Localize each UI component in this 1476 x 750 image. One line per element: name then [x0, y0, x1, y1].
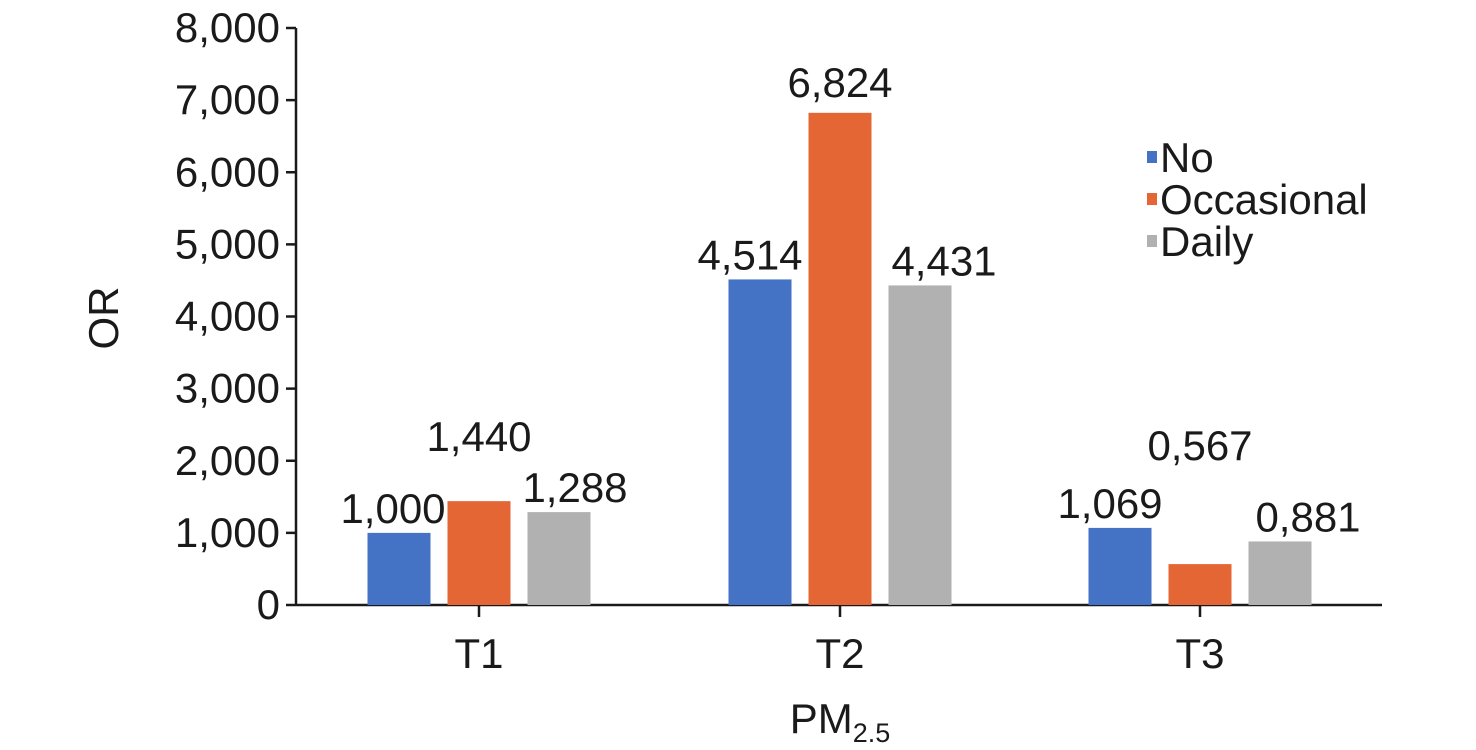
x-tick-label: T3: [1175, 630, 1224, 677]
y-tick-label: 2,000: [175, 437, 280, 484]
y-axis: 0 1,000 2,000 3,000 4,000 5,000 6,000 7,000 8,00…: [175, 4, 298, 628]
bar-occasional-t2: [808, 112, 872, 605]
bar-occasional-t3: [1168, 564, 1232, 605]
data-label: 6,824: [787, 59, 892, 106]
bar-daily-t3: [1248, 541, 1312, 605]
y-tick-label: 7,000: [175, 76, 280, 123]
y-tick-label: 6,000: [175, 148, 280, 195]
data-label: 4,514: [697, 231, 802, 278]
bar-daily-t1: [527, 512, 591, 605]
y-tick-label: 4,000: [175, 293, 280, 340]
data-labels: 1,000 4,514 1,069 1,440 6,824 0,567 1,288 4,431…: [340, 59, 1360, 541]
legend-swatch-no: [1147, 151, 1157, 163]
y-axis-title: OR: [80, 287, 127, 350]
y-tick-label: 1,000: [175, 509, 280, 556]
bar-no-t2: [728, 279, 792, 605]
x-axis-title-subscript: 2.5: [853, 718, 891, 748]
legend-label-daily: Daily: [1160, 218, 1253, 265]
x-tick-label: T2: [815, 630, 864, 677]
data-label: 1,000: [340, 485, 445, 532]
legend-label-no: No: [1160, 134, 1214, 181]
bar-daily-t2: [888, 285, 952, 605]
bar-no-t3: [1088, 527, 1152, 605]
data-label: 1,288: [522, 464, 627, 511]
data-label: 0,881: [1255, 493, 1360, 540]
data-label: 0,567: [1147, 422, 1252, 469]
y-tick-label: 5,000: [175, 220, 280, 267]
legend-swatch-occasional: [1147, 193, 1157, 205]
x-axis-title-main: PM: [790, 695, 853, 742]
bar-no-t1: [367, 532, 431, 605]
bars: [367, 112, 1312, 605]
legend-swatch-daily: [1147, 235, 1157, 247]
legend-label-occasional: Occasional: [1160, 176, 1368, 223]
data-label: 1,069: [1057, 480, 1162, 527]
x-axis-title: PM2.5: [790, 695, 891, 748]
data-label: 4,431: [891, 237, 996, 284]
data-label: 1,440: [426, 413, 531, 460]
y-tick-label: 0: [257, 581, 280, 628]
y-tick-label: 8,000: [175, 4, 280, 51]
x-axis: T1 T2 T3: [296, 603, 1382, 677]
x-tick-label: T1: [454, 630, 503, 677]
bar-occasional-t1: [447, 501, 511, 605]
y-tick-label: 3,000: [175, 365, 280, 412]
